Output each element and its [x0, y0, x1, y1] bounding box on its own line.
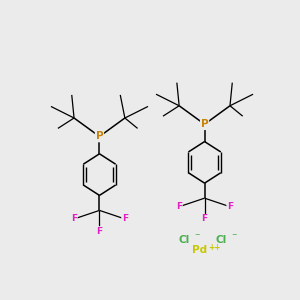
Text: Pd: Pd	[192, 245, 208, 255]
Text: F: F	[122, 214, 128, 224]
Text: Cl: Cl	[215, 235, 226, 245]
Text: F: F	[96, 227, 103, 236]
Text: ⁻: ⁻	[231, 232, 237, 242]
Text: P: P	[96, 131, 103, 142]
Text: P: P	[201, 119, 208, 129]
Text: F: F	[176, 202, 182, 211]
Text: ⁻: ⁻	[194, 232, 200, 242]
Text: F: F	[71, 214, 77, 224]
Text: Cl: Cl	[178, 235, 189, 245]
Text: F: F	[202, 214, 208, 224]
Text: F: F	[227, 202, 233, 211]
Text: ++: ++	[209, 243, 221, 252]
